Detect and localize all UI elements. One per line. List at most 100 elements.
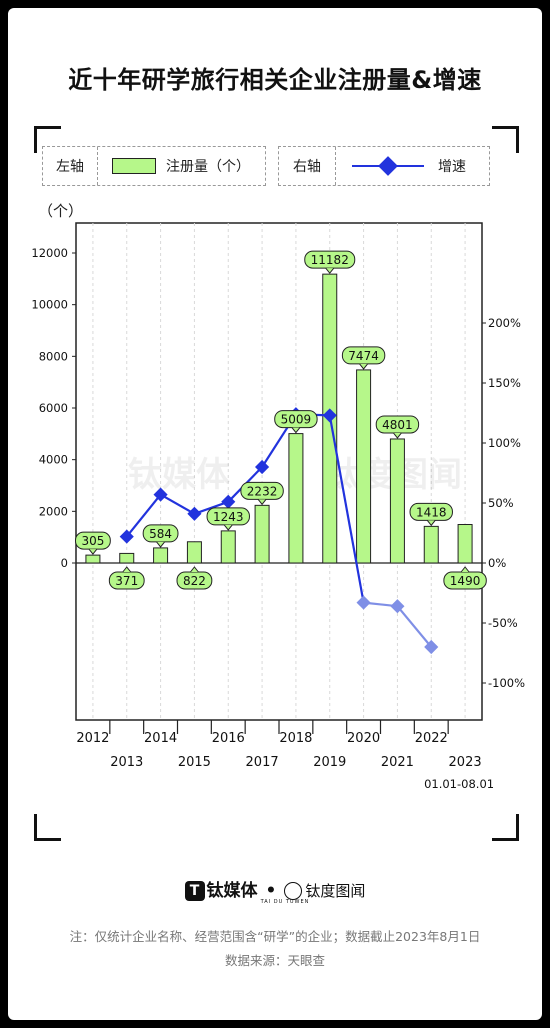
corner-mark-top-left xyxy=(34,126,61,153)
growth-point xyxy=(390,599,405,614)
left-axis-tick-label: 4000 xyxy=(39,453,68,467)
legend-right-axis-label: 右轴 xyxy=(279,147,336,185)
x-axis-tick-label: 2019 xyxy=(313,755,346,770)
footer-separator: • xyxy=(265,881,277,901)
right-axis-tick-label: 0% xyxy=(488,556,506,570)
bar-data-label-text: 371 xyxy=(115,574,138,588)
bar-data-label-pointer xyxy=(291,427,301,434)
legend-line-swatch xyxy=(352,156,424,176)
legend-bar-entry: 注册量（个） xyxy=(98,147,250,185)
bar xyxy=(423,525,439,564)
left-axis-tick-label: 8000 xyxy=(39,349,68,363)
bar xyxy=(457,524,473,564)
bar-data-label: 1490 xyxy=(443,566,487,590)
legend-bar-label: 注册量（个） xyxy=(166,159,250,175)
x-axis-tick-label: 2020 xyxy=(347,731,380,746)
bar-data-label-text: 822 xyxy=(183,574,206,588)
x-axis-tick-label: 2022 xyxy=(415,731,448,746)
x-axis-tick-label: 2018 xyxy=(279,731,312,746)
bar-data-label-pointer xyxy=(257,499,267,506)
growth-point xyxy=(255,459,270,475)
footer-brand2-sub: TAI DU TUWEN xyxy=(260,899,310,905)
corner-mark-bottom-right xyxy=(492,814,519,841)
bar xyxy=(119,552,135,564)
bar xyxy=(85,554,101,564)
bar xyxy=(220,530,236,564)
growth-point xyxy=(356,595,371,610)
footer-brand: T 钛媒体 • 钛度图闻 TAI DU TUWEN xyxy=(8,876,542,905)
bar-data-label-text: 5009 xyxy=(281,413,312,427)
bar-data-label-text: 7474 xyxy=(348,349,379,363)
growth-line-segment xyxy=(125,493,162,538)
bar-data-label-pointer xyxy=(88,548,98,555)
bar-data-label-pointer xyxy=(426,520,436,527)
bar-data-label: 1418 xyxy=(409,502,453,527)
x-axis-tick-label: 2013 xyxy=(110,755,143,770)
taidu-logo-icon xyxy=(284,882,303,900)
growth-line-segment xyxy=(396,605,433,648)
bar-data-label: 4801 xyxy=(375,415,420,439)
bar-data-label-pointer xyxy=(190,566,199,573)
chart-title: 近十年研学旅行相关企业注册量&增速 xyxy=(68,66,482,94)
footer-brand2: 钛度图闻 xyxy=(305,882,366,900)
right-axis-tick-label: 50% xyxy=(488,496,514,510)
left-axis-tick-label: 2000 xyxy=(39,504,68,518)
right-axis-tick-label: 200% xyxy=(488,316,521,330)
x-axis-note: 01.01-08.01 xyxy=(424,777,494,791)
bar-data-label-pointer xyxy=(325,267,335,274)
growth-point xyxy=(322,408,337,423)
footer-source: 数据来源：天眼查 xyxy=(224,953,325,968)
growth-line-segment xyxy=(194,500,229,515)
right-axis-tick-label: 150% xyxy=(488,376,521,390)
bar-data-label: 584 xyxy=(142,524,179,548)
footer-note: 注：仅统计企业名称、经营范围含“研学”的企业；数据截止2023年8月1日 xyxy=(69,929,481,944)
chart-plot: 钛媒体钛度图闻020004000600080001000012000-100%-… xyxy=(31,222,525,791)
bar-data-label-text: 11182 xyxy=(311,253,349,267)
bar-data-label-pointer xyxy=(460,566,470,573)
x-axis-tick-label: 2012 xyxy=(76,731,109,746)
bar-data-label-text: 1490 xyxy=(450,574,481,588)
bar-data-label-text: 4801 xyxy=(382,418,413,432)
right-axis-tick-label: -100% xyxy=(488,676,525,690)
growth-point xyxy=(153,487,168,502)
bar-data-label: 11182 xyxy=(304,250,356,274)
bar-data-label: 371 xyxy=(108,566,145,590)
left-axis-tick-label: 0 xyxy=(61,556,68,570)
bar xyxy=(153,547,169,564)
growth-point xyxy=(221,494,236,509)
corner-mark-top-right xyxy=(492,126,519,153)
bar-data-label: 305 xyxy=(75,531,111,555)
bar xyxy=(186,541,202,564)
left-axis-unit: （个） xyxy=(38,202,84,220)
growth-point xyxy=(187,506,202,521)
bar-data-label-text: 2232 xyxy=(247,484,278,498)
bar-data-label-pointer xyxy=(156,541,165,548)
bar-data-label: 5009 xyxy=(274,410,318,434)
watermark-text-1: 钛媒体 xyxy=(128,455,230,495)
legend-right-axis: 右轴 增速 xyxy=(278,146,490,186)
left-axis-tick-label: 6000 xyxy=(39,401,68,415)
legend-line-entry: 增速 xyxy=(336,147,466,185)
bar-data-label-pointer xyxy=(122,566,132,573)
x-axis-tick-label: 2014 xyxy=(144,731,177,746)
chart-card: 近十年研学旅行相关企业注册量&增速 左轴 注册量（个） 右轴 增速 （个） 钛媒… xyxy=(8,8,542,1020)
bar-data-label-text: 584 xyxy=(149,527,172,541)
bar-data-label-text: 1243 xyxy=(213,510,244,524)
legend-line-label: 增速 xyxy=(438,159,466,175)
left-axis-tick-label: 12000 xyxy=(31,246,68,260)
bar-data-label-pointer xyxy=(359,363,368,370)
legend-bar-swatch xyxy=(112,158,156,174)
taimeiti-logo-icon: T xyxy=(184,881,205,901)
growth-line-segment xyxy=(328,415,365,603)
growth-point xyxy=(424,639,439,655)
bar-data-label-pointer xyxy=(223,524,233,531)
bar-data-label-text: 1418 xyxy=(416,505,447,519)
bar-data-label-pointer xyxy=(393,432,402,439)
footer-brand1: 钛媒体 xyxy=(206,881,258,901)
x-axis-tick-label: 2017 xyxy=(246,755,279,770)
x-axis-tick-label: 2023 xyxy=(449,755,482,770)
x-axis-tick-label: 2021 xyxy=(381,755,414,770)
corner-mark-bottom-left xyxy=(34,814,61,841)
legend-left-axis-label: 左轴 xyxy=(43,147,98,185)
left-axis-tick-label: 10000 xyxy=(31,298,68,312)
